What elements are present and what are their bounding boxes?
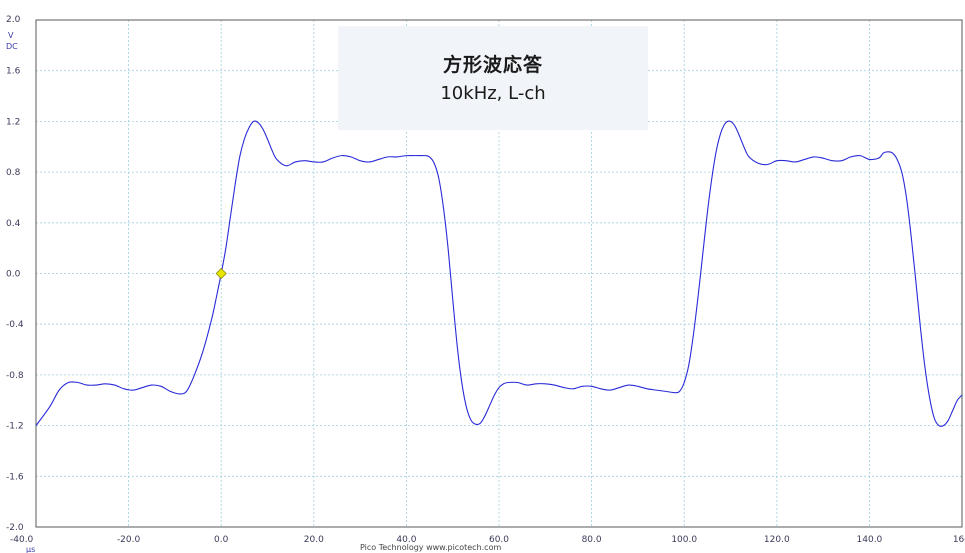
y-tick-label: 0.8 — [6, 168, 21, 178]
x-tick-label: 100.0 — [671, 535, 697, 545]
trace-layer — [35, 120, 963, 427]
footer-credit: Pico Technology www.picotech.com — [360, 543, 502, 552]
y-tick-label: 2.0 — [6, 15, 21, 25]
chart-subtitle: 10kHz, L-ch — [440, 83, 546, 104]
x-tick-label: 120.0 — [764, 535, 790, 545]
y-tick-label: -1.6 — [6, 472, 24, 482]
marker-layer — [215, 267, 227, 280]
x-tick-label: -20.0 — [117, 535, 141, 545]
waveform-trace — [35, 120, 963, 427]
y-tick-label: 0.0 — [6, 270, 21, 280]
x-tick-label: 0.0 — [214, 535, 229, 545]
axis-units: V DC µs — [6, 31, 35, 553]
x-unit-label: µs — [26, 545, 35, 553]
y-unit-label: V — [8, 31, 14, 40]
y-tick-label: -0.8 — [6, 371, 24, 381]
plot-border — [35, 19, 963, 528]
chart-title-box: 方形波応答 10kHz, L-ch — [338, 26, 648, 130]
y-tick-label: -2.0 — [6, 523, 24, 533]
y-tick-label: 0.4 — [6, 219, 21, 229]
chart-frame — [35, 19, 963, 528]
trigger-marker — [215, 267, 227, 280]
x-tick-label: 160 — [953, 535, 965, 545]
x-tick-label: -40.0 — [10, 535, 34, 545]
y-tick-label: -1.2 — [6, 422, 24, 432]
x-tick-label: 60.0 — [489, 535, 509, 545]
y-coupling-label: DC — [6, 42, 18, 51]
x-tick-label: 20.0 — [304, 535, 324, 545]
x-tick-label: 40.0 — [396, 535, 416, 545]
chart-title: 方形波応答 — [442, 54, 543, 76]
y-tick-label: 1.2 — [6, 117, 20, 127]
x-tick-label: 80.0 — [582, 535, 602, 545]
y-tick-label: 1.6 — [6, 67, 21, 77]
x-axis-ticks: -40.0 -20.0 0.0 20.0 40.0 60.0 80.0 100.0 120.0 1… — [10, 535, 965, 545]
y-axis-ticks: 2.0 1.6 1.2 0.8 0.4 0.0 -0.4 -0.8 -1.2 -1.6 -2.0 — [6, 15, 24, 533]
x-tick-label: 140.0 — [857, 535, 883, 545]
y-tick-label: -0.4 — [6, 320, 24, 330]
